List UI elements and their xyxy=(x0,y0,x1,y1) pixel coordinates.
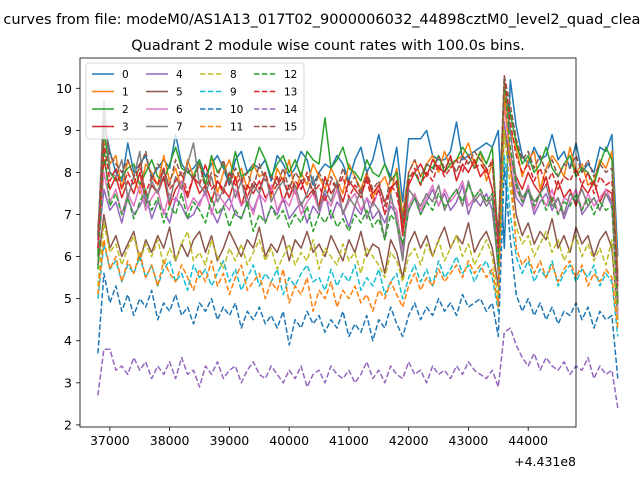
plot-frame xyxy=(79,57,577,428)
x-tick-label: 44000 xyxy=(508,433,548,448)
legend-label-0: 0 xyxy=(122,69,129,81)
x-tick-label: 39000 xyxy=(210,433,250,448)
legend-label-11: 11 xyxy=(230,122,243,134)
y-tick-label: 7 xyxy=(64,207,72,222)
x-tick-label: 38000 xyxy=(150,433,190,448)
y-tick-label: 3 xyxy=(64,375,72,390)
legend-label-5: 5 xyxy=(176,87,183,99)
figure-suptitle: Light curves from file: modeM0/AS1A13_01… xyxy=(0,12,640,28)
axes: 37000 38000 39000 40000 41000 42000 43000 44000… xyxy=(56,81,548,448)
series-line-9 xyxy=(97,154,619,337)
chart-title: Quadrant 2 module wise count rates with … xyxy=(131,38,525,54)
series-line-3 xyxy=(97,95,619,303)
series-line-15 xyxy=(97,74,619,282)
legend-label-4: 4 xyxy=(176,69,183,81)
legend-frame xyxy=(85,62,305,140)
legend-label-7: 7 xyxy=(176,122,183,134)
legend-label-2: 2 xyxy=(122,104,129,116)
series-lines xyxy=(97,74,619,409)
legend-label-6: 6 xyxy=(176,104,183,116)
series-line-14 xyxy=(97,327,619,409)
legend-label-3: 3 xyxy=(122,122,129,134)
y-tick-label: 5 xyxy=(64,291,72,306)
legend-label-10: 10 xyxy=(230,104,243,116)
y-tick-label: 8 xyxy=(64,165,72,180)
x-tick-label: 40000 xyxy=(269,433,309,448)
y-tick-label: 2 xyxy=(64,417,72,432)
series-line-8 xyxy=(97,129,619,324)
legend-label-8: 8 xyxy=(230,69,237,81)
legend-label-13: 13 xyxy=(284,87,297,99)
legend-label-15: 15 xyxy=(284,122,297,134)
x-tick-label: 43000 xyxy=(449,433,489,448)
x-offset-text: +4.431e8 xyxy=(514,454,576,469)
legend-label-14: 14 xyxy=(284,104,298,116)
series-line-10 xyxy=(97,167,619,379)
y-tick-label: 6 xyxy=(64,249,72,264)
x-tick-label: 37000 xyxy=(90,433,130,448)
legend-label-1: 1 xyxy=(122,87,129,99)
series-line-4 xyxy=(97,121,619,312)
x-tick-label: 42000 xyxy=(389,433,429,448)
series-line-2 xyxy=(97,87,619,299)
y-tick-label: 9 xyxy=(64,123,72,138)
series-line-11 xyxy=(97,91,619,329)
series-line-5 xyxy=(97,129,619,320)
y-tick-label: 10 xyxy=(56,81,72,96)
legend-label-12: 12 xyxy=(284,69,297,81)
y-tick-label: 4 xyxy=(64,333,72,348)
x-tick-label: 41000 xyxy=(329,433,369,448)
legend-label-9: 9 xyxy=(230,87,237,99)
series-line-12 xyxy=(97,79,619,308)
